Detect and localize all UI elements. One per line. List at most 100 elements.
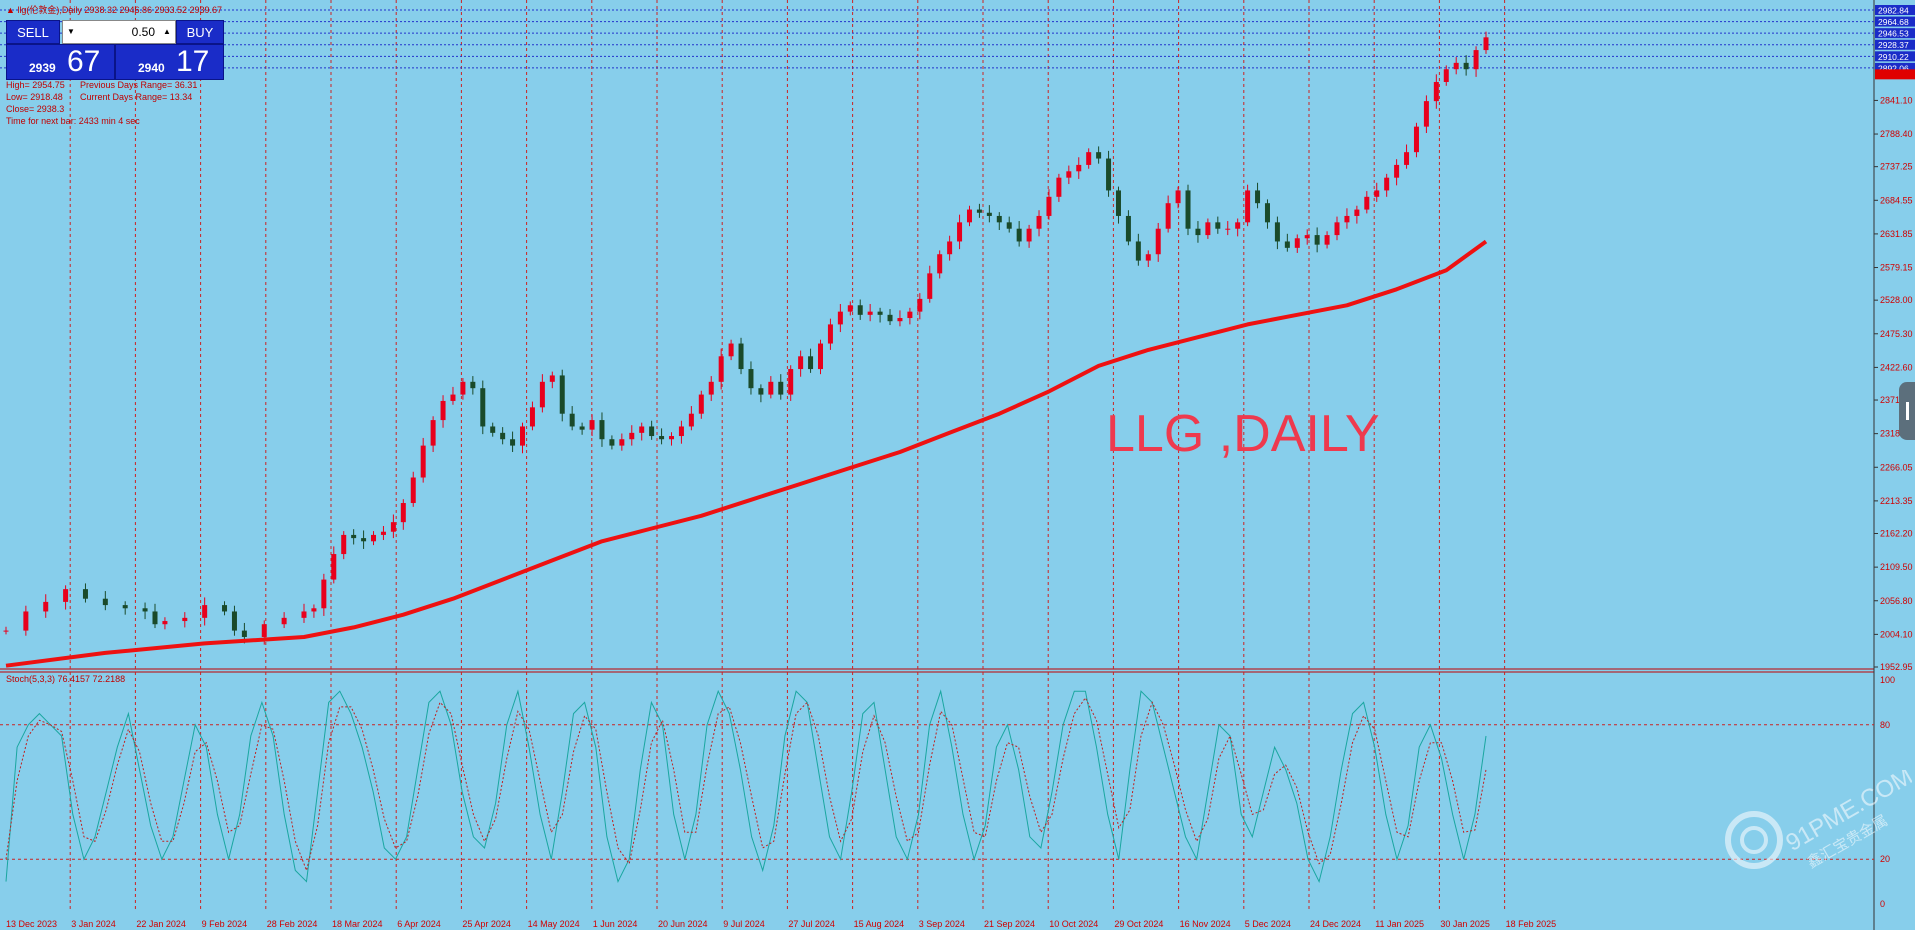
- y-tick-label: 2162.20: [1880, 529, 1913, 539]
- candle-body: [261, 624, 267, 637]
- candle-body: [1125, 215, 1131, 242]
- candle-body: [222, 605, 228, 612]
- candle-body: [102, 598, 108, 606]
- candle-body: [1294, 238, 1300, 248]
- info-cur-range: Current Days Range= 13.34: [80, 92, 193, 102]
- y-tick-label: 1952.95: [1880, 662, 1913, 672]
- side-panel-handle[interactable]: [1899, 382, 1915, 440]
- price-tag: [1875, 16, 1915, 27]
- y-tick-label: 2266.05: [1880, 462, 1913, 472]
- x-tick-label: 30 Jan 2025: [1440, 919, 1490, 929]
- lot-decrease-icon[interactable]: ▼: [67, 27, 75, 36]
- candle-body: [1423, 101, 1429, 127]
- candle-body: [1096, 152, 1102, 159]
- chart-watermark-title: LLG ,DAILY: [1106, 405, 1380, 463]
- dropdown-triangle-icon[interactable]: ▲: [6, 5, 18, 15]
- candle-body: [1036, 215, 1042, 229]
- x-tick-label: 3 Jan 2024: [71, 919, 116, 929]
- candle-body: [947, 241, 953, 255]
- candle-body: [400, 503, 406, 523]
- info-high: High= 2954.75: [6, 80, 65, 90]
- candle-body: [122, 605, 128, 609]
- candle-body: [1235, 222, 1241, 229]
- candle-body: [1255, 190, 1261, 204]
- candle-body: [1056, 177, 1062, 197]
- candle-body: [1374, 190, 1380, 197]
- candle-body: [659, 436, 665, 440]
- candle-body: [1394, 164, 1400, 178]
- sell-price-big: 67: [67, 45, 101, 78]
- lot-increase-icon[interactable]: ▲: [163, 27, 171, 36]
- candle-body: [808, 356, 814, 370]
- candle-body: [539, 381, 545, 408]
- x-tick-label: 21 Sep 2024: [984, 919, 1035, 929]
- candle-body: [500, 432, 506, 440]
- candle-body: [43, 601, 49, 612]
- x-tick-label: 24 Dec 2024: [1310, 919, 1361, 929]
- x-tick-label: 13 Dec 2023: [6, 919, 57, 929]
- candle-body: [311, 608, 317, 612]
- candle-body: [380, 531, 386, 535]
- stoch-tick-label: 0: [1880, 899, 1885, 909]
- candle-body: [460, 381, 466, 395]
- buy-price-small: 2940: [138, 61, 165, 75]
- candle-body: [798, 356, 804, 370]
- candle-body: [559, 375, 565, 414]
- candle-body: [907, 311, 913, 319]
- candle-body: [1026, 228, 1032, 242]
- candle-body: [1483, 37, 1489, 51]
- candle-body: [1344, 215, 1350, 223]
- price-tag: [1875, 62, 1915, 73]
- candle-body: [857, 305, 863, 315]
- x-tick-label: 5 Dec 2024: [1245, 919, 1291, 929]
- x-tick-label: 1 Jun 2024: [593, 919, 638, 929]
- candle-body: [1115, 190, 1121, 216]
- candle-body: [718, 356, 724, 382]
- candle-body: [1314, 235, 1320, 245]
- x-tick-label: 6 Apr 2024: [397, 919, 441, 929]
- candle-body: [877, 311, 883, 315]
- candle-body: [152, 611, 158, 625]
- grip-icon: [1906, 402, 1909, 420]
- candle-body: [837, 311, 843, 325]
- moving-average-line: [5, 239, 1488, 668]
- x-tick-label: 28 Feb 2024: [267, 919, 318, 929]
- candle-body: [281, 617, 287, 625]
- lot-size-field[interactable]: ▼ 0.50 ▲: [62, 20, 176, 44]
- candle-body: [331, 554, 337, 580]
- candle-body: [3, 630, 9, 632]
- candle-body: [351, 534, 357, 539]
- candle-body: [1384, 177, 1390, 191]
- buy-price-box[interactable]: 2940 17: [115, 44, 224, 80]
- lot-value[interactable]: 0.50: [131, 25, 155, 39]
- y-tick-label: 2964.68: [1878, 17, 1909, 27]
- x-tick-label: 22 Jan 2024: [136, 919, 186, 929]
- y-tick-label: 2213.35: [1880, 496, 1913, 506]
- candle-body: [738, 343, 744, 370]
- candle-body: [529, 407, 535, 427]
- candle-body: [1145, 254, 1151, 261]
- candle-body: [867, 311, 873, 315]
- buy-button[interactable]: BUY: [176, 20, 224, 44]
- candle-body: [1106, 158, 1112, 191]
- y-tick-label: 2928.37: [1878, 40, 1909, 50]
- candle-body: [162, 621, 168, 625]
- candle-body: [1046, 196, 1052, 216]
- candle-body: [1473, 50, 1479, 70]
- candle-body: [1006, 222, 1012, 229]
- candle-body: [579, 426, 585, 430]
- candle-body: [1076, 164, 1082, 172]
- y-tick-label: 2946.53: [1878, 29, 1909, 39]
- sell-price-box[interactable]: 2939 67: [6, 44, 115, 80]
- x-tick-label: 9 Jul 2024: [723, 919, 765, 929]
- candle-body: [490, 426, 496, 433]
- y-tick-label: 2109.50: [1880, 562, 1913, 572]
- candle-body: [649, 426, 655, 437]
- candle-body: [669, 436, 675, 440]
- sell-button[interactable]: SELL: [6, 20, 60, 44]
- y-tick-label: 2422.60: [1880, 362, 1913, 372]
- candle-body: [708, 381, 714, 395]
- candle-body: [937, 254, 943, 274]
